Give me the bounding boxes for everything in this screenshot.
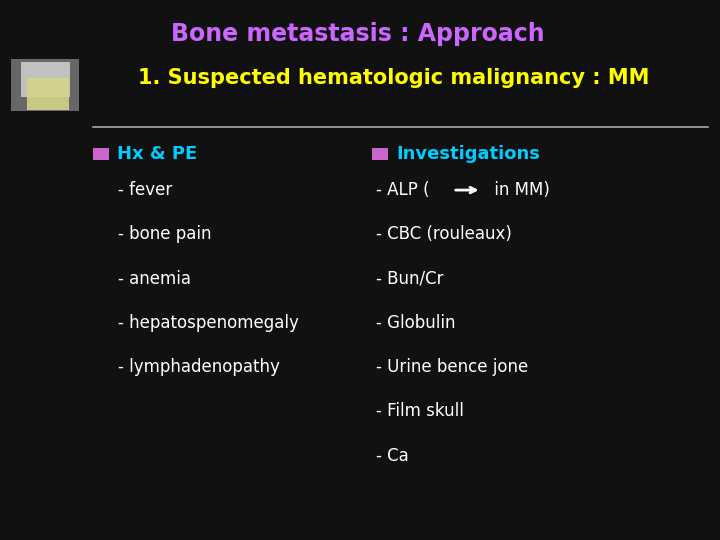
- Text: Bone metastasis : Approach: Bone metastasis : Approach: [171, 22, 544, 45]
- Text: - bone pain: - bone pain: [118, 225, 212, 244]
- Text: - ALP (: - ALP (: [376, 181, 429, 199]
- Text: - anemia: - anemia: [118, 269, 191, 288]
- Text: Investigations: Investigations: [396, 145, 540, 163]
- Text: - hepatospenomegaly: - hepatospenomegaly: [118, 314, 299, 332]
- Text: - fever: - fever: [118, 181, 172, 199]
- Bar: [22, 62, 70, 97]
- Text: - Ca: - Ca: [376, 447, 408, 465]
- Bar: [93, 148, 109, 160]
- Text: - Bun/Cr: - Bun/Cr: [376, 269, 443, 288]
- Text: - lymphadenopathy: - lymphadenopathy: [118, 358, 280, 376]
- Bar: [27, 78, 68, 110]
- Bar: [372, 148, 388, 160]
- Text: - Urine bence jone: - Urine bence jone: [376, 358, 528, 376]
- Text: - Film skull: - Film skull: [376, 402, 464, 421]
- Bar: [11, 59, 78, 111]
- Text: - CBC (rouleaux): - CBC (rouleaux): [376, 225, 511, 244]
- Text: in MM): in MM): [489, 181, 549, 199]
- Text: 1. Suspected hematologic malignancy : MM: 1. Suspected hematologic malignancy : MM: [138, 68, 649, 87]
- Text: - Globulin: - Globulin: [376, 314, 455, 332]
- Text: Hx & PE: Hx & PE: [117, 145, 197, 163]
